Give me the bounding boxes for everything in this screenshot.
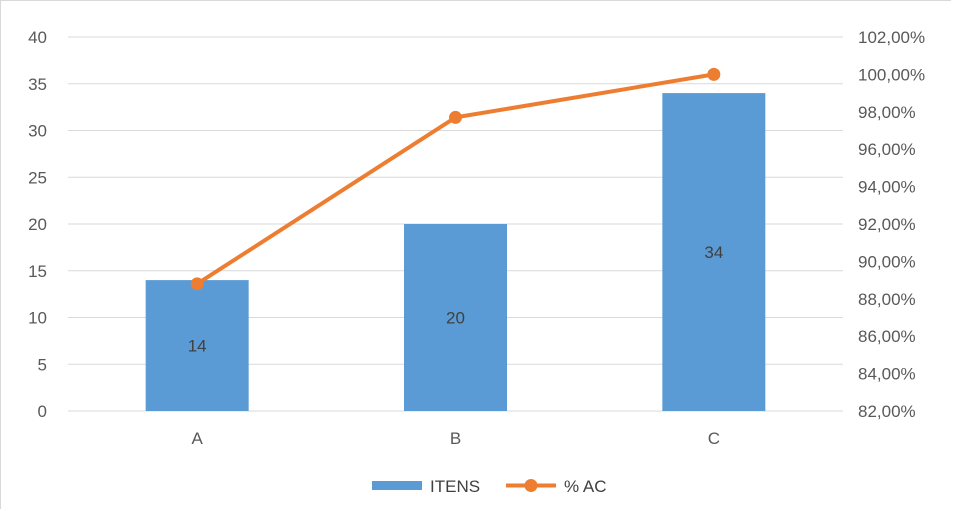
right-axis-ticks: 82,00% 84,00% 86,00% 88,00% 90,00% 92,00% 94,0…	[858, 28, 925, 421]
category-label: A	[191, 429, 203, 448]
legend-label-pct-ac: % AC	[564, 477, 607, 496]
bar-series-itens	[145, 93, 766, 411]
left-axis-tick-label: 20	[28, 215, 47, 234]
bar-itens	[404, 224, 507, 411]
bar-itens	[662, 93, 766, 411]
line-series-pct-ac	[190, 67, 721, 291]
right-axis-tick-label: 94,00%	[858, 178, 916, 197]
right-axis-tick-label: 90,00%	[858, 252, 916, 271]
bar-data-label: 20	[446, 309, 465, 328]
left-axis-tick-label: 10	[28, 309, 47, 328]
left-axis-tick-label: 30	[28, 122, 47, 141]
right-axis-tick-label: 102,00%	[858, 28, 925, 47]
right-axis-tick-label: 88,00%	[858, 290, 916, 309]
bar-data-label: 14	[188, 337, 207, 356]
right-axis-tick-label: 92,00%	[858, 215, 916, 234]
left-axis-tick-label: 25	[28, 168, 47, 187]
category-axis-labels: A B C	[191, 429, 719, 448]
right-axis-tick-label: 82,00%	[858, 402, 916, 421]
bar-data-labels: 14 20 34	[188, 243, 724, 356]
category-label: B	[450, 429, 461, 448]
right-axis-tick-label: 84,00%	[858, 365, 916, 384]
left-axis-ticks: 0 5 10 15 20 25 30 35 40	[28, 28, 47, 421]
right-axis-tick-label: 96,00%	[858, 140, 916, 159]
legend-swatch-pct-ac-marker	[524, 479, 538, 492]
right-axis-tick-label: 98,00%	[858, 103, 916, 122]
right-axis-tick-label: 86,00%	[858, 327, 916, 346]
legend: ITENS % AC	[372, 477, 607, 496]
bar-data-label: 34	[704, 243, 723, 262]
bar-itens	[145, 280, 249, 411]
line-marker-pct-ac	[707, 67, 721, 81]
left-axis-tick-label: 15	[28, 262, 47, 281]
line-marker-pct-ac	[449, 110, 462, 124]
left-axis-tick-label: 0	[38, 402, 47, 421]
line-marker-pct-ac	[190, 277, 204, 291]
left-axis-tick-label: 5	[38, 355, 47, 374]
left-axis-tick-label: 35	[28, 75, 47, 94]
legend-swatch-itens	[372, 481, 422, 490]
left-axis-tick-label: 40	[28, 28, 47, 47]
category-label: C	[708, 429, 720, 448]
right-axis-tick-label: 100,00%	[858, 65, 925, 84]
legend-label-itens: ITENS	[430, 477, 480, 496]
